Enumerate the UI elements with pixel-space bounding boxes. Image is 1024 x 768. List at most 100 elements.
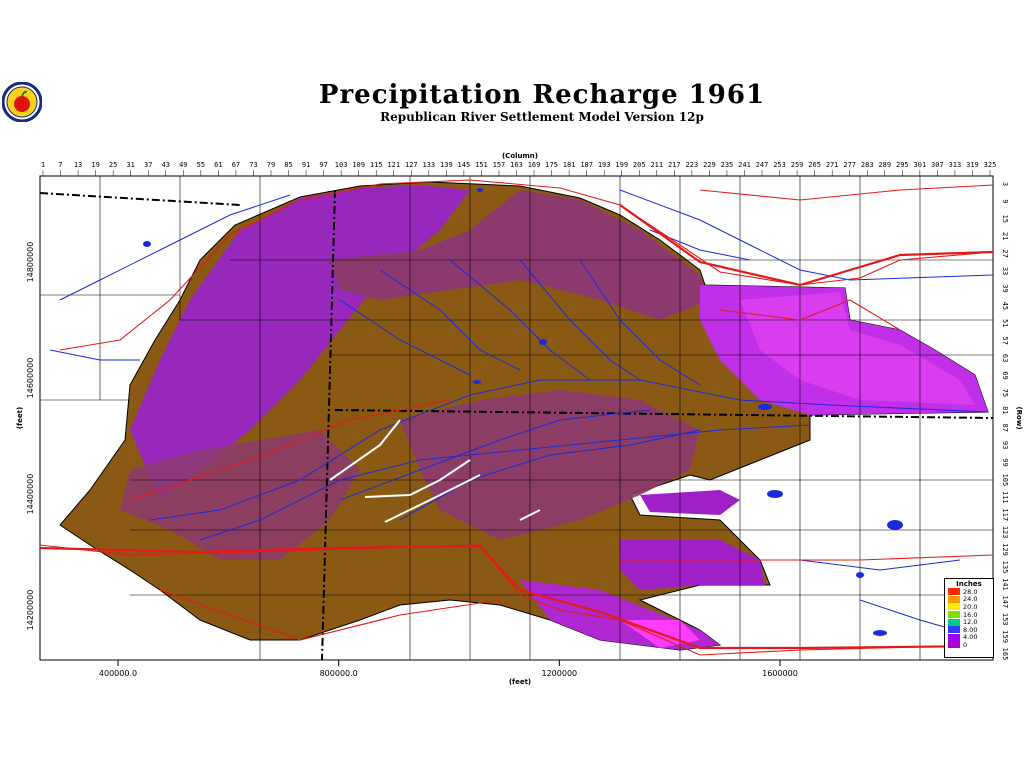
column-tick: 13 [74,161,82,169]
column-tick: 277 [843,161,856,169]
legend-item: 0 [945,641,993,649]
column-tick: 295 [896,161,909,169]
column-tick: 121 [387,161,400,169]
legend: Inches 28.0 24.0 20.0 16.0 12.0 8.00 4.00 0 [944,578,994,658]
rivers [49,189,994,641]
column-tick: 109 [352,161,365,169]
column-tick: 199 [615,161,628,169]
column-tick: 61 [214,161,222,169]
legend-swatch [948,626,960,634]
legend-label: 28.0 [963,587,978,596]
legend-title: Inches [956,580,982,588]
column-tick: 25 [109,161,117,169]
column-tick: 253 [773,161,786,169]
legend-swatch [948,633,960,641]
row-tick: 129 [1001,543,1009,556]
column-axis-label: (Column) [502,152,538,160]
row-tick: 81 [1001,406,1009,414]
column-tick: 271 [826,161,839,169]
row-tick: 3 [1001,182,1009,186]
y-axis-label: (feet) [16,407,24,429]
legend-label: 16.0 [963,610,978,619]
column-tick: 85 [284,161,292,169]
map-subtitle: Republican River Settlement Model Versio… [380,110,704,124]
row-tick: 123 [1001,526,1009,539]
x-tick: 1200000 [542,669,578,678]
x-tick: 800000.0 [320,669,358,678]
column-tick: 259 [791,161,804,169]
row-tick: 75 [1001,389,1009,397]
row-tick: 147 [1001,595,1009,608]
row-tick: 57 [1001,336,1009,344]
row-tick: 111 [1001,491,1009,504]
row-tick: 117 [1001,508,1009,521]
legend-label: 24.0 [963,595,978,604]
legend-item: 28.0 [945,588,993,596]
column-tick: 19 [91,161,99,169]
row-tick: 45 [1001,302,1009,310]
row-tick: 135 [1001,561,1009,574]
column-tick: 205 [633,161,646,169]
column-tick: 7 [58,161,62,169]
x-tick-labels: 400000.0 800000.0 1200000 1600000 [99,660,798,678]
column-tick: 97 [319,161,327,169]
column-tick: 229 [703,161,716,169]
legend-label: 8.00 [963,625,978,634]
row-tick: 165 [1001,648,1009,661]
column-tick: 1 [41,161,45,169]
state-boundaries [39,189,994,661]
column-tick: 151 [475,161,488,169]
map-title: Precipitation Recharge 1961 [318,80,766,110]
column-tick: 223 [686,161,699,169]
row-tick: 153 [1001,613,1009,626]
legend-label: 4.00 [963,633,978,642]
column-tick: 193 [598,161,611,169]
legend-swatch [948,641,960,649]
column-tick: 79 [267,161,275,169]
row-tick-labels: 3915212733394551576369758187939910511111… [1001,182,1009,660]
column-tick: 157 [493,161,506,169]
x-axis-label: (feet) [509,678,531,686]
column-tick: 241 [738,161,751,169]
column-tick: 31 [126,161,134,169]
column-tick: 73 [249,161,257,169]
column-tick: 289 [878,161,891,169]
y-tick: 14800000 [26,242,35,283]
column-tick: 55 [197,161,205,169]
row-tick: 15 [1001,215,1009,223]
county-boundaries [40,176,993,660]
row-axis-label: (Row) [1015,406,1023,429]
legend-label: 12.0 [963,618,978,627]
row-tick: 69 [1001,371,1009,379]
legend-swatch [948,595,960,603]
column-tick: 139 [440,161,453,169]
legend-item: 12.0 [945,618,993,626]
column-tick: 91 [302,161,310,169]
row-tick: 159 [1001,630,1009,643]
row-tick: 51 [1001,319,1009,327]
column-tick-labels: 1 7 13 19 25 31 37 43 49 55 61 67 73 79 85 91 97 103 109 11… [41,161,996,176]
row-tick: 63 [1001,354,1009,362]
column-tick: 235 [721,161,734,169]
row-tick: 93 [1001,441,1009,449]
recharge-raster [59,181,989,651]
row-tick: 33 [1001,267,1009,275]
y-tick: 14200000 [26,590,35,631]
column-tick: 319 [966,161,979,169]
x-tick: 1600000 [762,669,798,678]
column-tick: 163 [510,161,523,169]
column-tick: 187 [580,161,593,169]
column-tick: 265 [808,161,821,169]
column-tick: 127 [405,161,418,169]
reservoirs [143,188,903,636]
column-tick: 145 [458,161,471,169]
column-tick: 181 [563,161,576,169]
column-tick: 37 [144,161,152,169]
row-tick: 27 [1001,249,1009,257]
column-tick: 133 [422,161,435,169]
row-tick: 99 [1001,458,1009,466]
y-tick: 14600000 [26,358,35,399]
legend-label: 20.0 [963,602,978,611]
column-tick: 103 [335,161,348,169]
